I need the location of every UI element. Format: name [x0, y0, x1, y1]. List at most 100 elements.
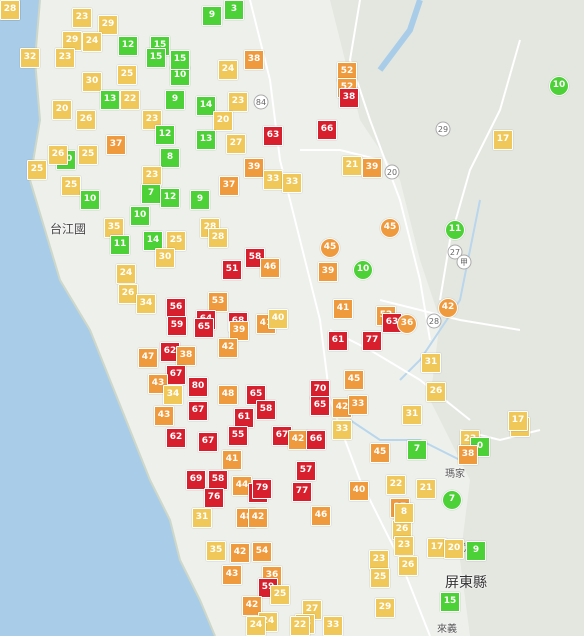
aqi-marker[interactable]: 28: [0, 0, 20, 20]
aqi-marker[interactable]: 7: [141, 184, 161, 204]
aqi-marker[interactable]: 46: [260, 258, 280, 278]
aqi-marker[interactable]: 23: [369, 550, 389, 570]
aqi-marker[interactable]: 25: [61, 176, 81, 196]
aqi-marker[interactable]: 30: [155, 248, 175, 268]
aqi-marker[interactable]: 9: [202, 6, 222, 26]
aqi-marker[interactable]: 35: [206, 541, 226, 561]
aqi-marker[interactable]: 32: [20, 48, 40, 68]
aqi-marker[interactable]: 12: [160, 188, 180, 208]
aqi-marker[interactable]: 43: [222, 565, 242, 585]
aqi-marker[interactable]: 43: [154, 406, 174, 426]
aqi-marker[interactable]: 41: [222, 450, 242, 470]
aqi-marker[interactable]: 31: [192, 508, 212, 528]
aqi-marker[interactable]: 26: [118, 284, 138, 304]
aqi-marker[interactable]: 27: [226, 134, 246, 154]
aqi-marker[interactable]: 3: [224, 0, 244, 20]
aqi-marker[interactable]: 67: [188, 401, 208, 421]
aqi-marker[interactable]: 11: [110, 235, 130, 255]
aqi-marker[interactable]: 25: [117, 65, 137, 85]
aqi-marker[interactable]: 65: [194, 318, 214, 338]
aqi-marker[interactable]: 8: [160, 148, 180, 168]
aqi-marker[interactable]: 15: [170, 50, 190, 70]
aqi-marker[interactable]: 33: [282, 173, 302, 193]
aqi-marker[interactable]: 12: [118, 36, 138, 56]
aqi-marker[interactable]: 26: [48, 145, 68, 165]
aqi-marker[interactable]: 17: [493, 130, 513, 150]
aqi-marker[interactable]: 65: [310, 396, 330, 416]
aqi-marker[interactable]: 67: [198, 432, 218, 452]
aqi-marker[interactable]: 22: [290, 616, 310, 636]
aqi-marker[interactable]: 14: [143, 231, 163, 251]
aqi-marker[interactable]: 25: [27, 160, 47, 180]
aqi-marker[interactable]: 31: [402, 405, 422, 425]
aqi-marker[interactable]: 8: [394, 503, 414, 523]
aqi-marker[interactable]: 24: [218, 60, 238, 80]
aqi-marker[interactable]: 37: [219, 176, 239, 196]
aqi-marker[interactable]: 39: [244, 158, 264, 178]
aqi-marker[interactable]: 58: [256, 400, 276, 420]
aqi-marker[interactable]: 61: [234, 408, 254, 428]
aqi-marker[interactable]: 10: [80, 190, 100, 210]
aqi-marker[interactable]: 61: [328, 331, 348, 351]
aqi-marker[interactable]: 23: [228, 92, 248, 112]
aqi-marker[interactable]: 28: [208, 228, 228, 248]
aqi-marker[interactable]: 34: [163, 385, 183, 405]
aqi-marker[interactable]: 59: [167, 316, 187, 336]
aqi-marker[interactable]: 7: [407, 440, 427, 460]
aqi-marker[interactable]: 17: [508, 411, 528, 431]
aqi-marker[interactable]: 40: [349, 481, 369, 501]
aqi-marker[interactable]: 10: [130, 206, 150, 226]
aqi-marker[interactable]: 31: [421, 353, 441, 373]
aqi-marker[interactable]: 42: [248, 508, 268, 528]
aqi-marker[interactable]: 25: [370, 568, 390, 588]
aqi-marker[interactable]: 38: [244, 50, 264, 70]
aqi-marker[interactable]: 33: [323, 616, 343, 636]
aqi-marker[interactable]: 80: [188, 377, 208, 397]
aqi-marker[interactable]: 52: [337, 62, 357, 82]
aqi-marker[interactable]: 25: [78, 145, 98, 165]
aqi-marker[interactable]: 22: [386, 475, 406, 495]
aqi-marker[interactable]: 56: [166, 298, 186, 318]
aqi-marker[interactable]: 63: [263, 126, 283, 146]
aqi-marker[interactable]: 33: [332, 420, 352, 440]
aqi-marker[interactable]: 39: [229, 321, 249, 341]
aqi-marker[interactable]: 15: [440, 592, 460, 612]
aqi-marker[interactable]: 13: [100, 90, 120, 110]
aqi-marker[interactable]: 25: [166, 231, 186, 251]
aqi-marker[interactable]: 54: [252, 542, 272, 562]
aqi-marker[interactable]: 26: [426, 382, 446, 402]
aqi-marker[interactable]: 77: [362, 331, 382, 351]
aqi-marker[interactable]: 76: [204, 488, 224, 508]
aqi-marker[interactable]: 40: [268, 309, 288, 329]
aqi-marker[interactable]: 9: [190, 190, 210, 210]
aqi-marker[interactable]: 22: [120, 90, 140, 110]
aqi-marker[interactable]: 57: [296, 461, 316, 481]
aqi-marker[interactable]: 24: [116, 264, 136, 284]
aqi-marker[interactable]: 29: [98, 15, 118, 35]
aqi-marker[interactable]: 13: [196, 130, 216, 150]
aqi-marker[interactable]: 45: [370, 443, 390, 463]
aqi-marker[interactable]: 36: [397, 314, 417, 334]
aqi-marker[interactable]: 42: [230, 543, 250, 563]
aqi-marker[interactable]: 9: [165, 90, 185, 110]
aqi-marker[interactable]: 42: [218, 338, 238, 358]
aqi-marker[interactable]: 42: [288, 430, 308, 450]
aqi-marker[interactable]: 26: [398, 556, 418, 576]
aqi-marker[interactable]: 33: [263, 170, 283, 190]
aqi-marker[interactable]: 69: [186, 470, 206, 490]
aqi-marker[interactable]: 20: [444, 539, 464, 559]
aqi-marker[interactable]: 66: [317, 120, 337, 140]
aqi-marker[interactable]: 21: [416, 479, 436, 499]
aqi-marker[interactable]: 39: [362, 158, 382, 178]
aqi-marker[interactable]: 42: [438, 298, 458, 318]
aqi-marker[interactable]: 12: [155, 125, 175, 145]
aqi-marker[interactable]: 21: [342, 156, 362, 176]
aqi-marker[interactable]: 10: [353, 260, 373, 280]
aqi-marker[interactable]: 20: [213, 111, 233, 131]
aqi-marker[interactable]: 23: [394, 536, 414, 556]
aqi-marker[interactable]: 11: [445, 220, 465, 240]
aqi-marker[interactable]: 38: [458, 445, 478, 465]
aqi-marker[interactable]: 62: [166, 428, 186, 448]
aqi-marker[interactable]: 26: [76, 110, 96, 130]
aqi-marker[interactable]: 24: [246, 616, 266, 636]
